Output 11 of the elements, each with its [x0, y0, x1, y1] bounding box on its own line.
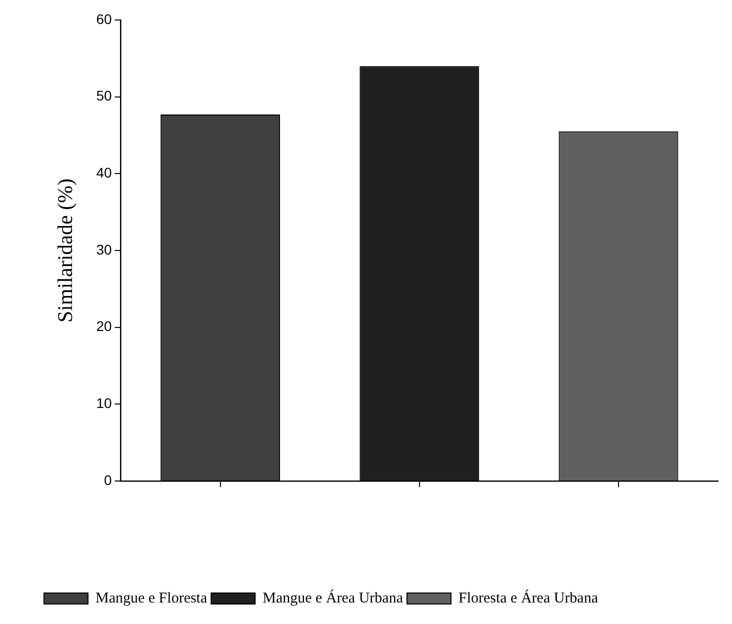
y-tick-label: 20	[96, 318, 112, 334]
legend-label: Mangue e Área Urbana	[262, 589, 404, 606]
y-tick-label: 40	[96, 164, 112, 181]
y-tick-label: 10	[96, 395, 112, 412]
y-tick-label: 60	[96, 10, 112, 27]
y-tick-label: 50	[96, 88, 112, 104]
y-tick-label: 30	[96, 241, 112, 258]
legend-label: Mangue e Floresta	[96, 590, 208, 606]
y-tick-label: 0	[104, 472, 112, 488]
y-axis-title: Similaridade (%)	[53, 178, 78, 323]
legend-label: Floresta e Área Urbana	[458, 589, 598, 606]
